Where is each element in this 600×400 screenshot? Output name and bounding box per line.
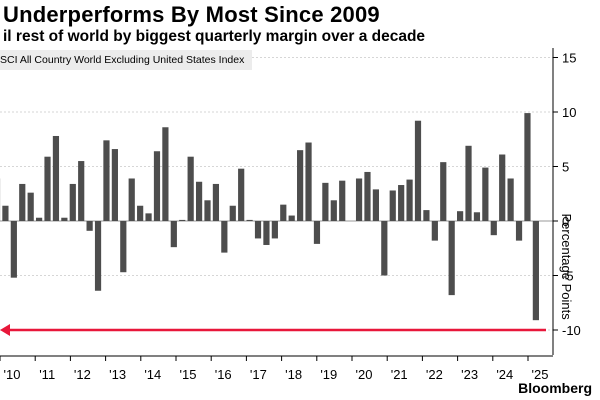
- bar: [195, 181, 203, 221]
- bar: [355, 178, 363, 221]
- x-tick-label: '25: [532, 367, 549, 382]
- x-tick-label: '20: [356, 367, 373, 382]
- bar: [69, 183, 76, 221]
- bar: [364, 171, 371, 221]
- x-tick-label: '24: [496, 367, 513, 382]
- bar: [86, 221, 93, 231]
- bar: [263, 221, 270, 245]
- x-tick-label: '21: [391, 367, 408, 382]
- y-tick-label: 15: [562, 51, 576, 66]
- bar: [473, 212, 481, 221]
- bar: [153, 151, 161, 221]
- bar: [19, 183, 26, 221]
- bar: [339, 180, 346, 221]
- bar: [423, 210, 430, 221]
- bar: [36, 217, 43, 221]
- bar: [482, 167, 489, 221]
- bar: [406, 179, 413, 221]
- bar: [524, 113, 531, 221]
- bar: [305, 142, 312, 221]
- bar: [2, 205, 9, 221]
- bar: [280, 204, 287, 221]
- bar: [61, 217, 68, 221]
- bar: [221, 221, 228, 253]
- bar: [507, 178, 514, 221]
- bar: [78, 161, 85, 221]
- bar: [465, 145, 472, 221]
- y-tick-label: 5: [562, 160, 569, 175]
- bar: [52, 135, 60, 221]
- x-tick-label: '17: [250, 367, 267, 382]
- bar: [111, 149, 118, 221]
- x-tick-label: '11: [39, 367, 55, 382]
- bar: [490, 221, 497, 236]
- y-tick-label: -10: [562, 323, 581, 338]
- chart-title: Underperforms By Most Since 2009: [3, 2, 380, 27]
- bar: [254, 221, 262, 239]
- bar: [44, 156, 51, 221]
- bar: [170, 221, 177, 248]
- bar: [297, 150, 304, 221]
- bar: [162, 127, 169, 221]
- x-tick-label: '18: [285, 367, 302, 382]
- bar: [330, 200, 337, 221]
- x-tick-label: '23: [461, 367, 478, 382]
- bar: [414, 120, 422, 221]
- bar: [532, 221, 539, 321]
- bar: [389, 190, 396, 221]
- x-tick-label: '22: [426, 367, 443, 382]
- bar: [431, 221, 438, 241]
- legend-label: SCI All Country World Excluding United S…: [0, 50, 253, 70]
- reference-arrow: [0, 324, 10, 336]
- x-tick-label: '10: [4, 367, 21, 382]
- bar: [246, 219, 253, 221]
- x-tick-label: '19: [320, 367, 337, 382]
- bar: [212, 183, 220, 221]
- bar: [499, 154, 506, 221]
- chart-subtitle: il rest of world by biggest quarterly ma…: [3, 28, 426, 45]
- bar: [204, 200, 211, 221]
- bar: [457, 211, 464, 221]
- bar: [179, 219, 186, 221]
- bar: [187, 156, 194, 221]
- x-tick-label: '13: [109, 367, 126, 382]
- bar: [128, 178, 135, 221]
- bar: [103, 140, 110, 221]
- bar: [27, 192, 34, 221]
- bar: [440, 162, 447, 221]
- bar: [398, 185, 405, 221]
- bar: [288, 215, 295, 221]
- bar: [137, 205, 144, 221]
- bar: [322, 182, 329, 221]
- y-axis-label: Percentage Points: [559, 213, 574, 320]
- y-tick-label: -5: [562, 269, 574, 284]
- bar: [145, 213, 152, 221]
- bar: [372, 189, 379, 221]
- y-tick-label: 0: [562, 214, 569, 229]
- bar: [313, 221, 321, 244]
- bar: [515, 221, 523, 241]
- bar: [448, 221, 455, 296]
- x-tick-label: '14: [144, 367, 161, 382]
- bar: [229, 205, 236, 221]
- bar: [94, 221, 102, 291]
- source-label: Bloomberg: [518, 380, 592, 396]
- x-tick-label: '12: [74, 367, 91, 382]
- bar: [381, 221, 388, 276]
- x-tick-label: '15: [180, 367, 197, 382]
- bar: [10, 221, 17, 278]
- y-tick-label: 10: [562, 105, 576, 120]
- bar: [238, 168, 245, 221]
- x-tick-label: '16: [215, 367, 232, 382]
- bar: [271, 221, 278, 239]
- bar: [120, 221, 127, 273]
